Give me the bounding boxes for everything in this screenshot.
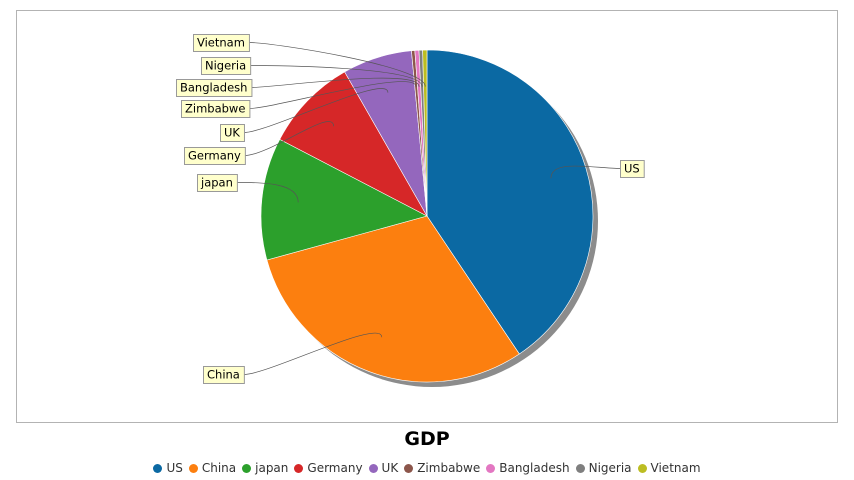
slice-label-nigeria: Nigeria <box>205 59 246 73</box>
slice-label-box-nigeria <box>201 57 252 75</box>
slice-label-china: China <box>207 368 240 382</box>
legend-marker <box>188 463 198 473</box>
legend-label: Germany <box>307 461 363 475</box>
legend-item-germany[interactable]: Germany <box>294 461 363 475</box>
leader-line-germany <box>244 121 334 156</box>
legend-marker <box>153 463 163 473</box>
legend-item-nigeria[interactable]: Nigeria <box>575 461 632 475</box>
slice-label-zimbabwe: Zimbabwe <box>185 102 245 116</box>
slice-label-box-bangladesh <box>176 79 253 97</box>
slice-label-uk: UK <box>224 126 240 140</box>
pie-slice-vietnam[interactable] <box>422 49 428 217</box>
legend-label: Zimbabwe <box>417 461 481 475</box>
legend-label: Nigeria <box>588 461 632 475</box>
legend-marker <box>486 463 496 473</box>
slice-label-box-japan <box>197 174 238 192</box>
legend-label: japan <box>255 461 289 475</box>
leader-line-bangladesh <box>251 77 420 88</box>
legend-label: Bangladesh <box>499 461 570 475</box>
pie-slice-japan[interactable] <box>260 138 428 261</box>
slice-label-box-us <box>620 160 645 178</box>
legend: US China japan Germany UK Zimbabwe Bangladesh N… <box>0 461 854 475</box>
legend-item-vietnam[interactable]: Vietnam <box>637 461 701 475</box>
slice-label-box-vietnam <box>193 34 250 52</box>
slice-label-vietnam: Vietnam <box>197 36 245 50</box>
chart-title: GDP <box>404 428 450 450</box>
legend-item-uk[interactable]: UK <box>368 461 399 475</box>
slice-label-box-china <box>203 366 245 384</box>
legend-item-china[interactable]: China <box>188 461 237 475</box>
legend-label: Vietnam <box>650 461 701 475</box>
legend-marker <box>294 463 304 473</box>
legend-marker <box>637 463 647 473</box>
legend-marker <box>242 463 252 473</box>
leader-line-zimbabwe <box>249 81 417 109</box>
legend-item-us[interactable]: US <box>153 461 183 475</box>
legend-item-zimbabwe[interactable]: Zimbabwe <box>404 461 480 475</box>
pie-slice-germany[interactable] <box>279 71 428 217</box>
leader-line-japan <box>236 182 299 203</box>
legend-label: UK <box>381 461 399 475</box>
slice-label-box-uk <box>220 124 245 142</box>
slice-label-box-zimbabwe <box>181 100 251 118</box>
legend-marker <box>368 463 378 473</box>
slice-label-japan: japan <box>200 176 233 190</box>
leader-line-uk <box>243 88 389 133</box>
slice-label-box-germany <box>184 147 246 165</box>
legend-item-bangladesh[interactable]: Bangladesh <box>486 461 570 475</box>
slice-label-us: US <box>624 162 640 176</box>
leader-line-us <box>550 165 621 179</box>
pie-slice-china[interactable] <box>266 215 520 383</box>
slice-label-germany: Germany <box>188 149 241 163</box>
slice-label-bangladesh: Bangladesh <box>180 81 247 95</box>
legend-label: China <box>201 461 237 475</box>
leader-line-china <box>243 332 383 375</box>
legend-label: US <box>166 461 183 475</box>
legend-marker <box>575 463 585 473</box>
legend-marker <box>404 463 414 473</box>
legend-item-japan[interactable]: japan <box>242 461 288 475</box>
